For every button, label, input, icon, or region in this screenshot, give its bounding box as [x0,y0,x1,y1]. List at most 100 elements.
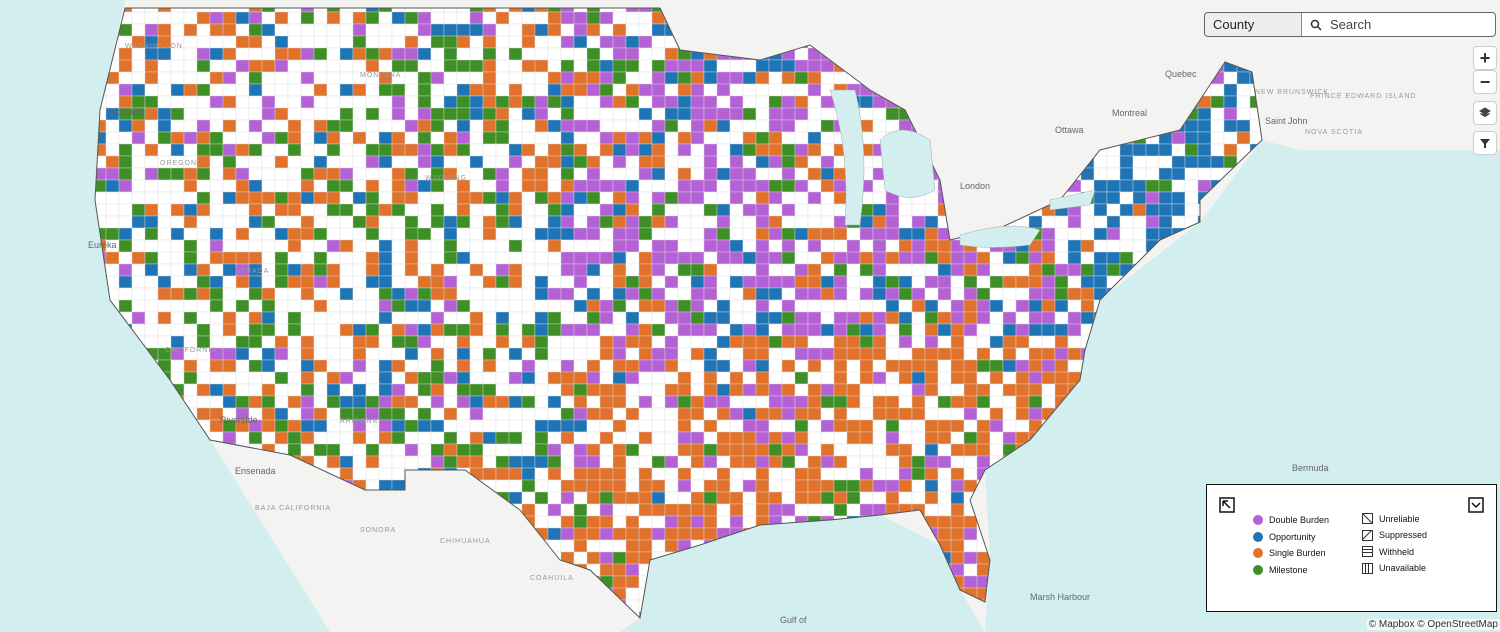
county[interactable] [118,155,133,169]
county[interactable] [638,527,653,541]
county[interactable] [118,71,133,85]
county[interactable] [248,35,263,49]
county[interactable] [521,431,536,445]
county[interactable] [729,419,744,433]
county[interactable] [950,515,965,529]
county[interactable] [365,119,380,133]
county[interactable] [339,311,354,325]
county[interactable] [781,71,796,85]
county[interactable] [950,251,965,265]
county[interactable] [807,503,822,517]
county[interactable] [872,347,887,361]
county[interactable] [781,443,796,457]
county[interactable] [664,299,679,313]
county[interactable] [274,311,289,325]
county[interactable] [911,335,926,349]
county[interactable] [716,179,731,193]
legend-item[interactable]: Single Burden [1253,548,1326,558]
county[interactable] [612,227,627,241]
county[interactable] [404,167,419,181]
county[interactable] [898,479,913,493]
county[interactable] [391,119,406,133]
county[interactable] [508,227,523,241]
county[interactable] [950,311,965,325]
county[interactable] [677,227,692,241]
county[interactable] [430,215,445,229]
county[interactable] [1132,239,1147,253]
county[interactable] [430,431,445,445]
county[interactable] [755,479,770,493]
county[interactable] [963,335,978,349]
county[interactable] [417,203,432,217]
county[interactable] [664,287,679,301]
county[interactable] [911,299,926,313]
county[interactable] [352,11,367,25]
county[interactable] [742,479,757,493]
county[interactable] [443,107,458,121]
county[interactable] [1132,155,1147,169]
county[interactable] [755,383,770,397]
county[interactable] [820,455,835,469]
county[interactable] [742,407,757,421]
county[interactable] [430,359,445,373]
county[interactable] [131,239,146,253]
county[interactable] [768,251,783,265]
county[interactable] [469,95,484,109]
county[interactable] [300,11,315,25]
county[interactable] [651,215,666,229]
county[interactable] [612,455,627,469]
county[interactable] [300,119,315,133]
county[interactable] [118,59,133,73]
county[interactable] [196,191,211,205]
county[interactable] [521,155,536,169]
county[interactable] [586,407,601,421]
county[interactable] [469,335,484,349]
county[interactable] [573,515,588,529]
county[interactable] [950,359,965,373]
county[interactable] [144,239,159,253]
county[interactable] [898,335,913,349]
county[interactable] [378,131,393,145]
county[interactable] [391,107,406,121]
county[interactable] [378,83,393,97]
county[interactable] [1106,167,1121,181]
county[interactable] [209,311,224,325]
county[interactable] [976,359,991,373]
county[interactable] [820,71,835,85]
county[interactable] [326,203,341,217]
county[interactable] [768,479,783,493]
county[interactable] [846,443,861,457]
county[interactable] [391,359,406,373]
county[interactable] [261,203,276,217]
county[interactable] [742,203,757,217]
county[interactable] [1093,263,1108,277]
county[interactable] [430,71,445,85]
county[interactable] [1080,299,1095,313]
county[interactable] [196,155,211,169]
county[interactable] [261,95,276,109]
county[interactable] [261,227,276,241]
county[interactable] [872,479,887,493]
county[interactable] [859,443,874,457]
county[interactable] [742,143,757,157]
search-input[interactable]: Search [1302,13,1379,36]
county[interactable] [443,23,458,37]
county[interactable] [443,299,458,313]
county[interactable] [807,71,822,85]
county[interactable] [989,311,1004,325]
county[interactable] [274,383,289,397]
county[interactable] [924,239,939,253]
county[interactable] [924,251,939,265]
county[interactable] [274,107,289,121]
county[interactable] [599,479,614,493]
county[interactable] [391,455,406,469]
county[interactable] [417,47,432,61]
county[interactable] [885,107,900,121]
county[interactable] [352,47,367,61]
county[interactable] [924,419,939,433]
county[interactable] [339,119,354,133]
county[interactable] [365,455,380,469]
county[interactable] [469,83,484,97]
county[interactable] [157,83,172,97]
county[interactable] [833,275,848,289]
